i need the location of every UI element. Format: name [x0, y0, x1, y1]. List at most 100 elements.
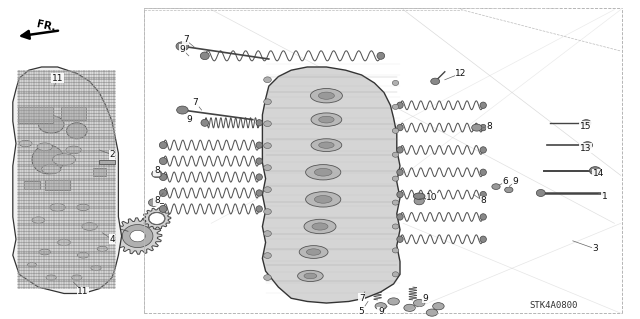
Ellipse shape	[38, 116, 64, 133]
Ellipse shape	[307, 249, 321, 255]
Ellipse shape	[264, 253, 271, 258]
Bar	[93, 168, 106, 176]
Ellipse shape	[264, 209, 271, 214]
Ellipse shape	[37, 143, 52, 151]
Ellipse shape	[582, 120, 591, 126]
Ellipse shape	[306, 165, 341, 180]
Polygon shape	[262, 67, 400, 303]
Ellipse shape	[256, 142, 262, 148]
Ellipse shape	[314, 168, 332, 176]
Text: 11: 11	[52, 74, 63, 83]
Ellipse shape	[300, 246, 328, 258]
Ellipse shape	[397, 191, 403, 198]
Text: 11: 11	[77, 287, 89, 296]
Text: 15: 15	[580, 122, 591, 130]
Text: 3: 3	[593, 244, 598, 253]
Text: 8: 8	[154, 197, 159, 205]
Ellipse shape	[159, 158, 167, 165]
Text: 4: 4	[109, 235, 115, 244]
Bar	[18, 107, 53, 123]
Text: 9: 9	[180, 45, 185, 54]
Ellipse shape	[91, 265, 101, 271]
Ellipse shape	[589, 167, 601, 175]
Text: 7: 7	[359, 294, 364, 303]
Bar	[61, 107, 86, 120]
Ellipse shape	[319, 142, 334, 148]
Ellipse shape	[414, 197, 424, 205]
Ellipse shape	[77, 252, 89, 258]
Ellipse shape	[480, 124, 486, 131]
Ellipse shape	[480, 236, 486, 242]
Ellipse shape	[52, 154, 76, 165]
Ellipse shape	[264, 143, 271, 149]
Text: 7: 7	[193, 98, 198, 107]
Ellipse shape	[256, 158, 262, 164]
Ellipse shape	[148, 199, 159, 206]
Ellipse shape	[582, 142, 593, 149]
Ellipse shape	[392, 80, 399, 85]
Polygon shape	[148, 212, 165, 225]
Ellipse shape	[32, 217, 45, 223]
Ellipse shape	[392, 200, 399, 205]
Text: 9: 9	[378, 308, 383, 316]
Ellipse shape	[67, 123, 87, 139]
Ellipse shape	[304, 273, 317, 279]
Ellipse shape	[492, 184, 500, 189]
Ellipse shape	[319, 92, 334, 99]
Ellipse shape	[375, 303, 387, 310]
Polygon shape	[149, 213, 164, 224]
Text: 2: 2	[109, 150, 115, 159]
Ellipse shape	[480, 191, 486, 198]
Ellipse shape	[480, 169, 486, 175]
Bar	[45, 180, 70, 190]
Ellipse shape	[46, 275, 56, 280]
Polygon shape	[13, 67, 122, 293]
Text: 14: 14	[593, 169, 604, 178]
Polygon shape	[122, 225, 153, 248]
Ellipse shape	[39, 249, 51, 255]
Ellipse shape	[159, 174, 167, 181]
Ellipse shape	[298, 270, 323, 281]
Ellipse shape	[176, 42, 189, 51]
Polygon shape	[130, 230, 145, 242]
Ellipse shape	[413, 193, 425, 199]
Ellipse shape	[397, 124, 403, 131]
Text: 8: 8	[481, 197, 486, 205]
Text: 1: 1	[602, 192, 607, 201]
Ellipse shape	[97, 246, 108, 251]
Ellipse shape	[310, 89, 342, 103]
Bar	[99, 160, 115, 164]
Ellipse shape	[319, 116, 334, 123]
Ellipse shape	[256, 206, 262, 212]
Ellipse shape	[392, 128, 399, 133]
Ellipse shape	[159, 189, 167, 197]
Polygon shape	[143, 208, 171, 229]
Text: 9: 9	[423, 294, 428, 303]
Ellipse shape	[426, 309, 438, 316]
Ellipse shape	[42, 164, 61, 174]
Ellipse shape	[256, 120, 262, 126]
Ellipse shape	[66, 146, 81, 154]
Ellipse shape	[159, 142, 167, 149]
Ellipse shape	[388, 298, 399, 305]
Ellipse shape	[433, 303, 444, 310]
Ellipse shape	[413, 300, 425, 307]
Ellipse shape	[152, 170, 162, 178]
Ellipse shape	[77, 204, 90, 211]
Ellipse shape	[256, 174, 262, 180]
Ellipse shape	[392, 272, 399, 277]
Ellipse shape	[397, 102, 403, 108]
Ellipse shape	[264, 77, 271, 83]
Ellipse shape	[82, 223, 97, 230]
Text: 13: 13	[580, 144, 591, 153]
Ellipse shape	[392, 152, 399, 157]
Ellipse shape	[264, 165, 271, 171]
Ellipse shape	[306, 192, 341, 207]
Ellipse shape	[311, 139, 342, 152]
Ellipse shape	[480, 102, 486, 108]
Ellipse shape	[392, 176, 399, 181]
Ellipse shape	[480, 147, 486, 153]
Ellipse shape	[392, 224, 399, 229]
Ellipse shape	[392, 104, 399, 109]
Ellipse shape	[397, 169, 403, 175]
